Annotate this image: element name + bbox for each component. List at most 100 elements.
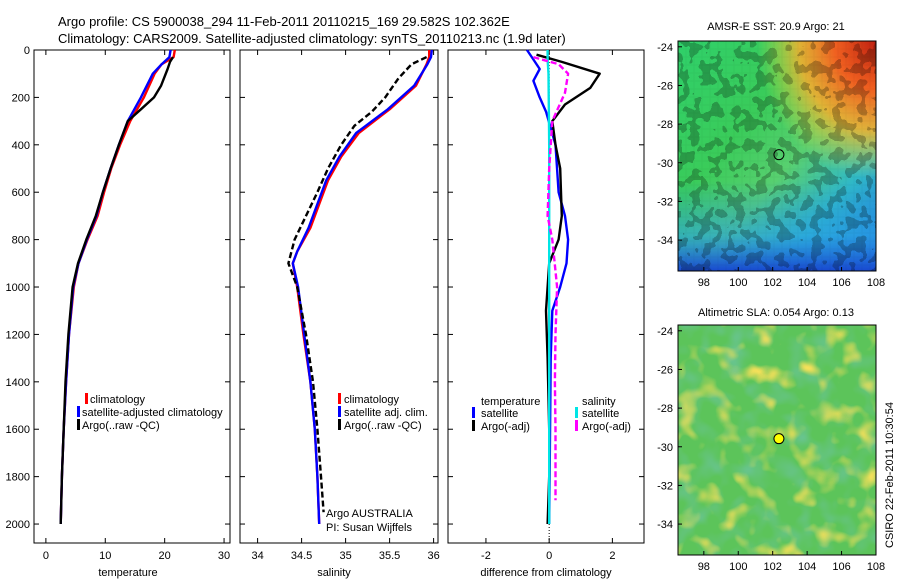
legend-label-satellite: satellite-adjusted climatology [82,407,223,419]
difference-panel: -2 0 2 difference from climatology tempera… [447,49,645,579]
x-tick-label: 35.5 [379,550,400,562]
map-x-tick-label: 106 [832,277,850,289]
series-line-salinity-argo-adj- [533,55,570,501]
map-x-tick-label: 100 [729,561,747,573]
map-x-tick-label: 106 [832,561,850,573]
x-tick-label: 0 [43,550,49,562]
legend-swatch-climatology [85,393,88,404]
legend-swatch-temp-satellite [472,407,475,418]
legend-label-argo: Argo(..raw -QC) [82,420,160,432]
legend-swatch-climatology [338,393,341,404]
series-line-satellite-adj-clim- [291,49,433,525]
legend-title-temperature: temperature [481,396,540,408]
y-tick-label: 600 [12,187,30,199]
legend-label-sal-satellite: satellite [582,408,619,420]
x-tick-label: 10 [99,550,111,562]
map-x-tick-label: 104 [798,277,816,289]
series-line-argo-raw-qc- [59,56,175,525]
map-y-tick-label: -34 [657,235,673,247]
map-x-tick-label: 98 [698,277,710,289]
map-y-tick-label: -24 [657,326,673,338]
map-x-tick-label: 102 [764,277,782,289]
argo-float-owner: Argo AUSTRALIA [326,508,413,520]
x-tick-label: 20 [159,550,171,562]
map-x-tick-label: 102 [764,561,782,573]
temperature-panel: 0 10 20 30 0 200 400 600 800 1000 1200 1400 1600 1800… [6,45,231,579]
x-tick-label: 36 [427,550,439,562]
legend-label-temp-satellite: satellite [481,408,518,420]
y-tick-label: 400 [12,140,30,152]
header-line-2: Climatology: CARS2009. Satellite-adjuste… [58,31,566,46]
legend-swatch-argo [338,419,341,430]
legend-swatch-temp-argo [472,420,475,431]
temperature-legend: climatology satellite-adjusted climatolo… [77,393,223,432]
map-x-tick-label: 104 [798,561,816,573]
map-y-tick-label: -28 [657,119,673,131]
legend-swatch-satellite [338,406,341,417]
y-tick-label: 1400 [6,377,30,389]
legend-label-temp-argo: Argo(-adj) [481,421,530,433]
series-line-temperature-satellite [526,49,570,525]
y-tick-label: 1200 [6,329,30,341]
series-line-satellite-adjusted-climatology [59,49,172,525]
map-y-tick-label: -26 [657,364,673,376]
header-line-1: Argo profile: CS 5900038_294 11-Feb-2011… [58,14,510,29]
temperature-axes-box [33,49,231,544]
x-tick-label: 0 [546,550,552,562]
map-x-tick-label: 100 [729,277,747,289]
salinity-axes-box [239,49,439,544]
series-line-temperature-argo-adj- [536,53,601,525]
legend-swatch-sal-satellite [575,407,578,418]
y-tick-label: 1000 [6,282,30,294]
sla-argo-location-marker [773,433,785,445]
series-line-argo-raw-qc- [287,56,428,513]
x-tick-label: 34.5 [291,550,312,562]
y-tick-label: 2000 [6,519,30,531]
sst-argo-location-marker [773,149,785,161]
legend-label-climatology: climatology [344,394,400,406]
x-tick-label: -2 [481,550,491,562]
legend-label-sal-argo: Argo(-adj) [582,421,631,433]
map-y-tick-label: -28 [657,403,673,415]
map-y-tick-label: -34 [657,519,673,531]
x-tick-label: 35 [339,550,351,562]
series-line-salinity-satellite [546,50,551,524]
map-x-tick-label: 108 [867,277,885,289]
legend-swatch-sal-argo [575,420,578,431]
sst-map-panel: AMSR-E SST: 20.9 Argo: 21 98 100 102 104 106… [657,21,885,289]
sla-map-panel: Altimetric SLA: 0.054 Argo: 0.13 98 100 10… [657,307,885,573]
salinity-axis-label: salinity [317,567,351,579]
sst-map-title: AMSR-E SST: 20.9 Argo: 21 [707,21,845,33]
argo-float-pi: PI: Susan Wijffels [326,522,412,534]
legend-label-climatology: climatology [90,394,146,406]
map-x-tick-label: 108 [867,561,885,573]
y-tick-label: 1800 [6,472,30,484]
sla-map-title: Altimetric SLA: 0.054 Argo: 0.13 [698,307,854,319]
y-tick-label: 800 [12,235,30,247]
salinity-legend: climatology satellite adj. clim. Argo(..… [338,393,428,432]
map-y-tick-label: -32 [657,196,673,208]
map-y-tick-label: -24 [657,42,673,54]
map-y-tick-label: -30 [657,442,673,454]
sst-field [678,41,876,271]
y-tick-label: 0 [24,45,30,57]
salinity-panel: 34 34.5 35 35.5 36 salinity climatology sate… [239,49,440,579]
difference-axis-label: difference from climatology [480,567,612,579]
csiro-credit: CSIRO 22-Feb-2011 10:30:54 [884,402,896,548]
temperature-axis-label: temperature [98,567,157,579]
map-x-tick-label: 98 [698,561,710,573]
sla-map-frame [677,324,877,556]
legend-title-salinity: salinity [582,396,616,408]
x-tick-label: 30 [218,550,230,562]
sst-map-frame [677,40,877,272]
map-y-tick-label: -32 [657,480,673,492]
legend-label-argo: Argo(..raw -QC) [344,420,422,432]
difference-axes-box [447,49,645,544]
map-y-tick-label: -26 [657,80,673,92]
x-tick-label: 34 [251,550,263,562]
difference-legend: temperature satellite Argo(-adj) salinit… [472,396,631,433]
map-y-tick-label: -30 [657,158,673,170]
legend-swatch-satellite [77,406,80,417]
legend-label-satellite: satellite adj. clim. [344,407,428,419]
